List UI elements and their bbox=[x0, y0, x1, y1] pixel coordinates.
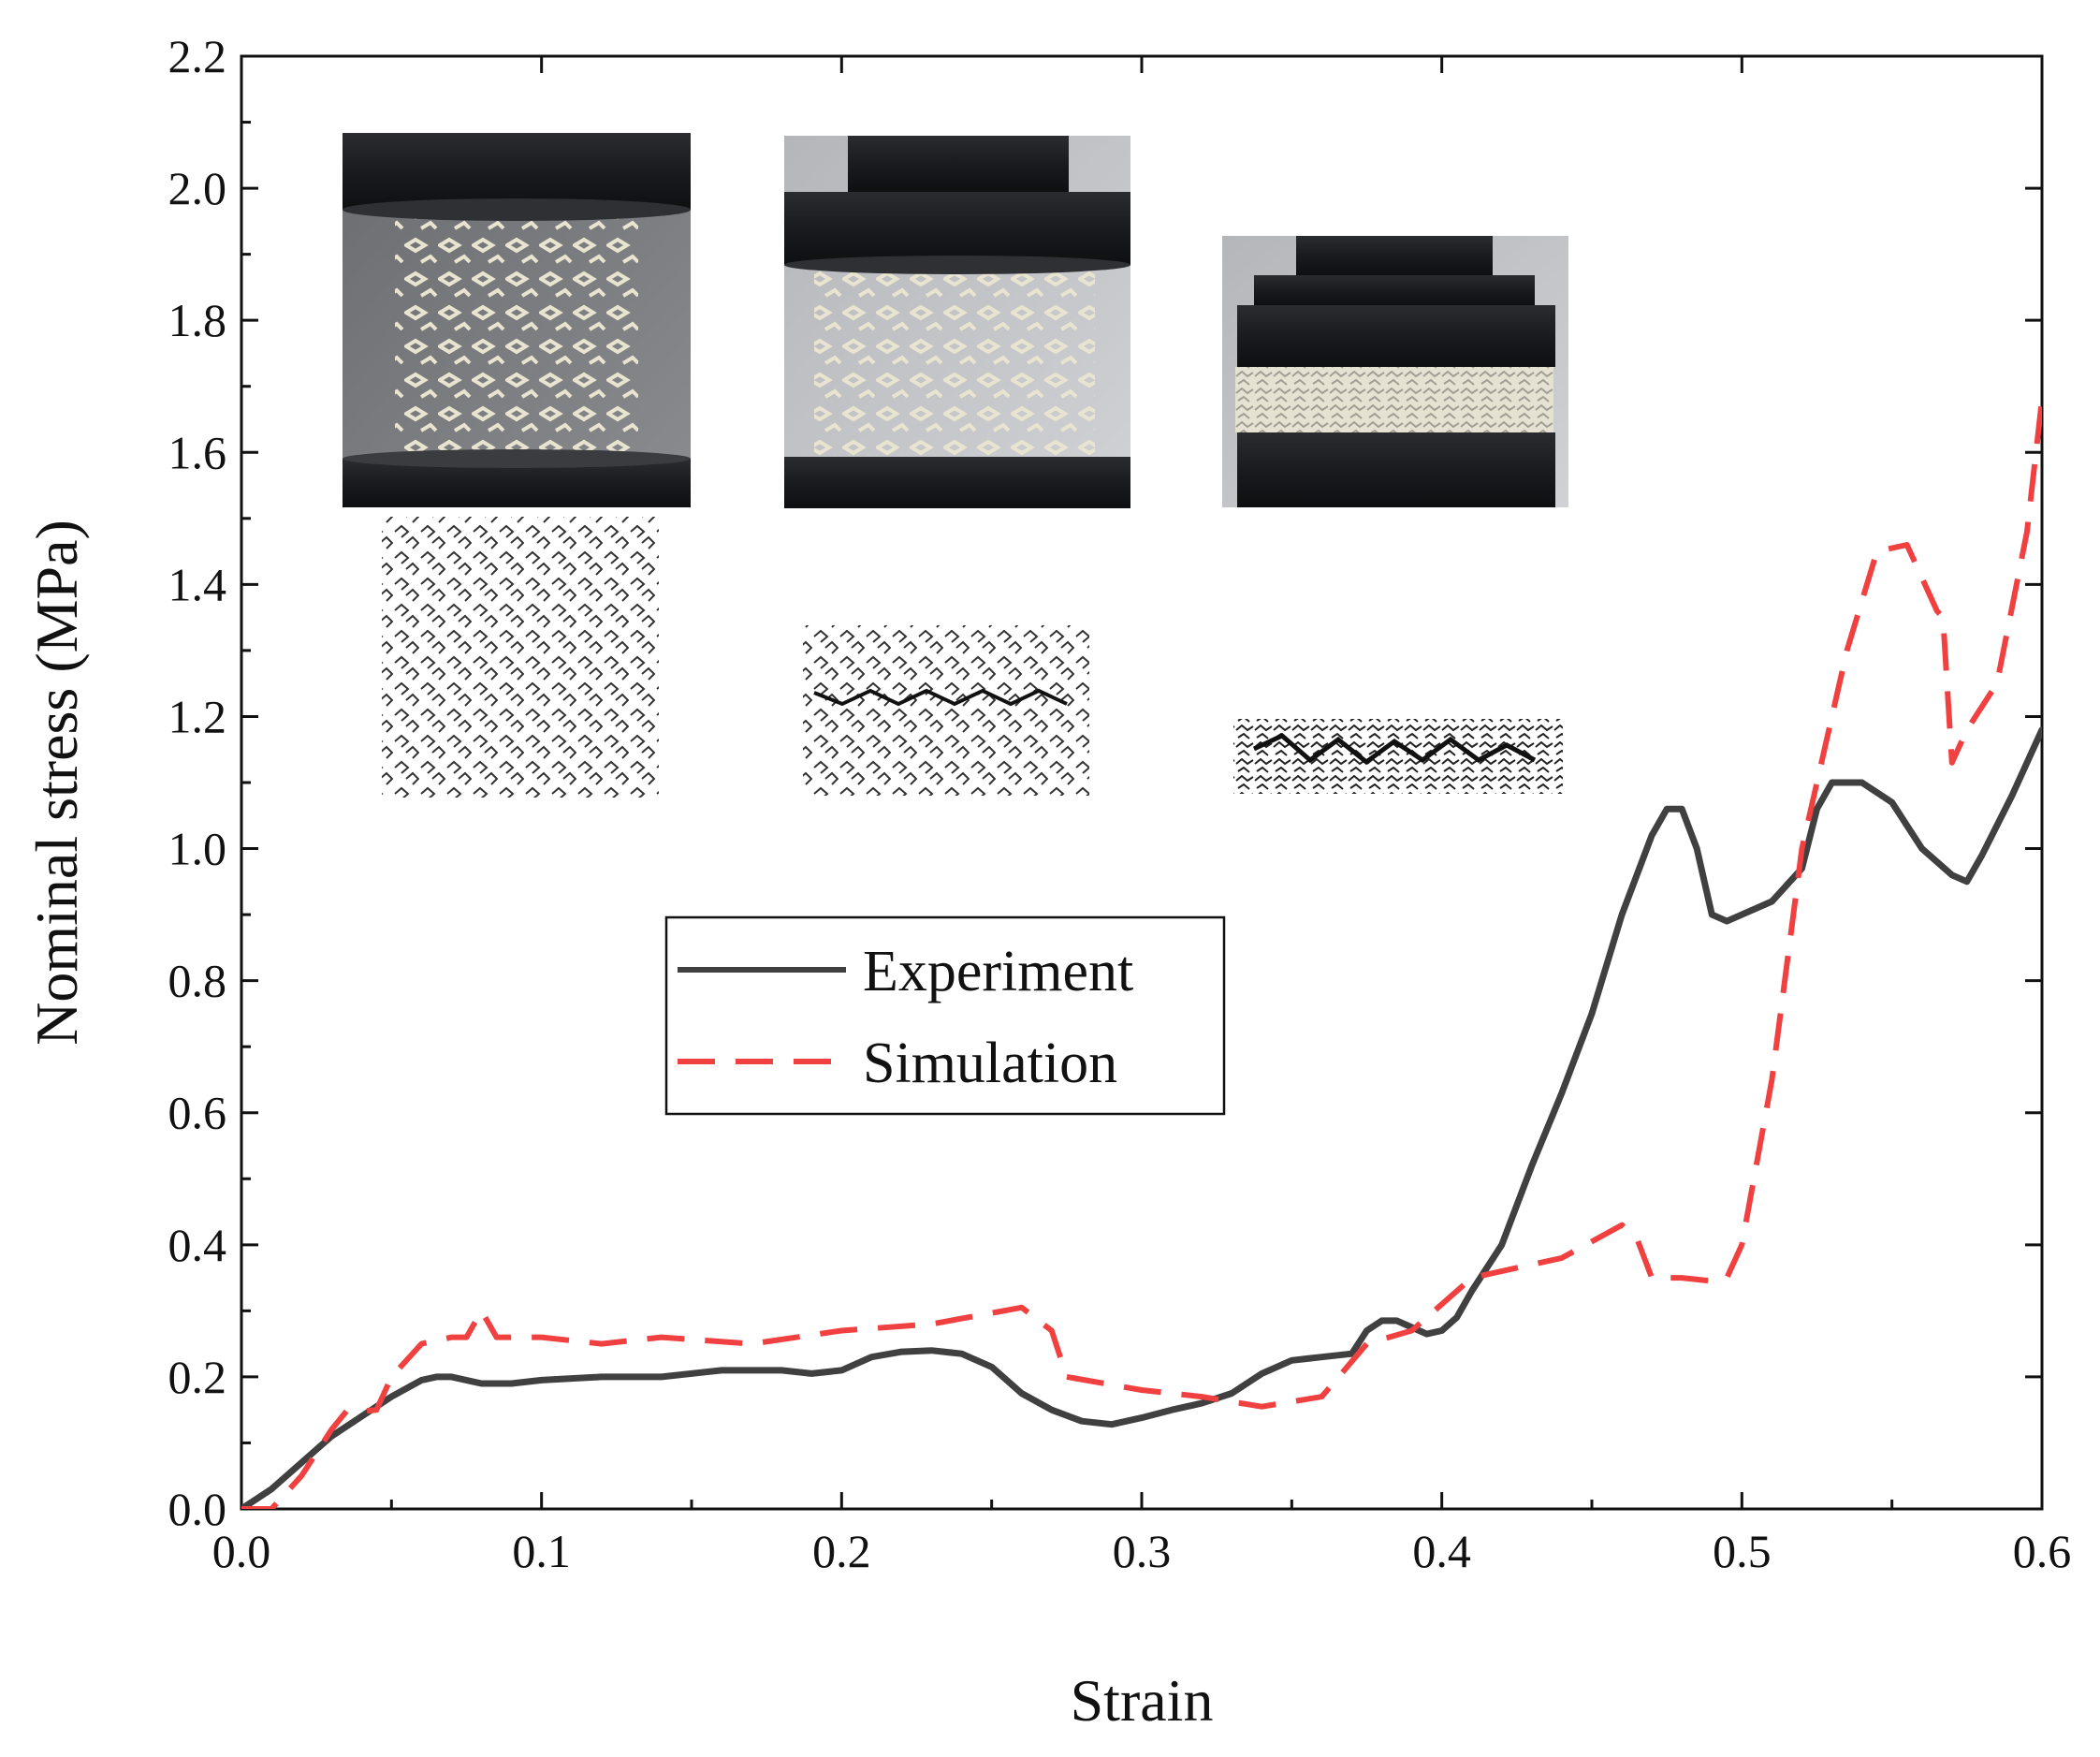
x-tick-label: 0.3 bbox=[1113, 1525, 1172, 1577]
photo-strain-high bbox=[1222, 236, 1568, 507]
legend-label-experiment: Experiment bbox=[863, 940, 1133, 1003]
legend-label-simulation: Simulation bbox=[863, 1032, 1117, 1095]
y-tick-label: 2.0 bbox=[168, 162, 227, 214]
simulation-snapshot-mid bbox=[803, 625, 1089, 796]
y-tick-label: 2.2 bbox=[168, 30, 227, 82]
photo-strain-0 bbox=[343, 133, 691, 507]
series-layer bbox=[241, 399, 2042, 1509]
x-tick-label: 0.4 bbox=[1412, 1525, 1471, 1577]
x-axis-ticks: 0.0 0.1 0.2 0.3 0.4 0.5 0.6 bbox=[212, 56, 2072, 1577]
y-tick-label: 1.6 bbox=[168, 426, 227, 478]
legend-box bbox=[664, 915, 1226, 1116]
x-tick-label: 0.5 bbox=[1713, 1525, 1772, 1577]
series-line-simulation bbox=[241, 399, 2042, 1509]
y-axis-ticks: 0.0 0.2 0.4 0.6 0.8 1.0 1.2 1.4 1.6 1.8 2.0 2.2 bbox=[168, 30, 2042, 1535]
y-tick-label: 1.4 bbox=[168, 558, 227, 610]
y-axis-title: Nominal stress (MPa) bbox=[23, 520, 90, 1046]
x-tick-label: 0.6 bbox=[2013, 1525, 2072, 1577]
series-line-experiment bbox=[241, 726, 2042, 1509]
y-tick-label: 0.0 bbox=[168, 1483, 227, 1535]
y-tick-label: 0.6 bbox=[168, 1087, 227, 1139]
legend: Experiment Simulation bbox=[664, 915, 1226, 1116]
y-tick-label: 1.8 bbox=[168, 294, 227, 346]
y-tick-label: 0.8 bbox=[168, 955, 227, 1007]
simulation-snapshot-high bbox=[1233, 719, 1563, 794]
y-tick-label: 1.2 bbox=[168, 690, 227, 742]
x-tick-label: 0.0 bbox=[212, 1525, 271, 1577]
simulation-snapshot-0 bbox=[382, 517, 659, 798]
x-tick-label: 0.2 bbox=[812, 1525, 871, 1577]
x-tick-label: 0.1 bbox=[512, 1525, 571, 1577]
y-tick-label: 0.2 bbox=[168, 1351, 227, 1403]
deformation-insets bbox=[343, 133, 1568, 798]
x-axis-title: Strain bbox=[1071, 1667, 1214, 1734]
photo-strain-mid bbox=[784, 136, 1130, 508]
y-tick-label: 1.0 bbox=[168, 823, 227, 875]
y-tick-label: 0.4 bbox=[168, 1219, 227, 1271]
